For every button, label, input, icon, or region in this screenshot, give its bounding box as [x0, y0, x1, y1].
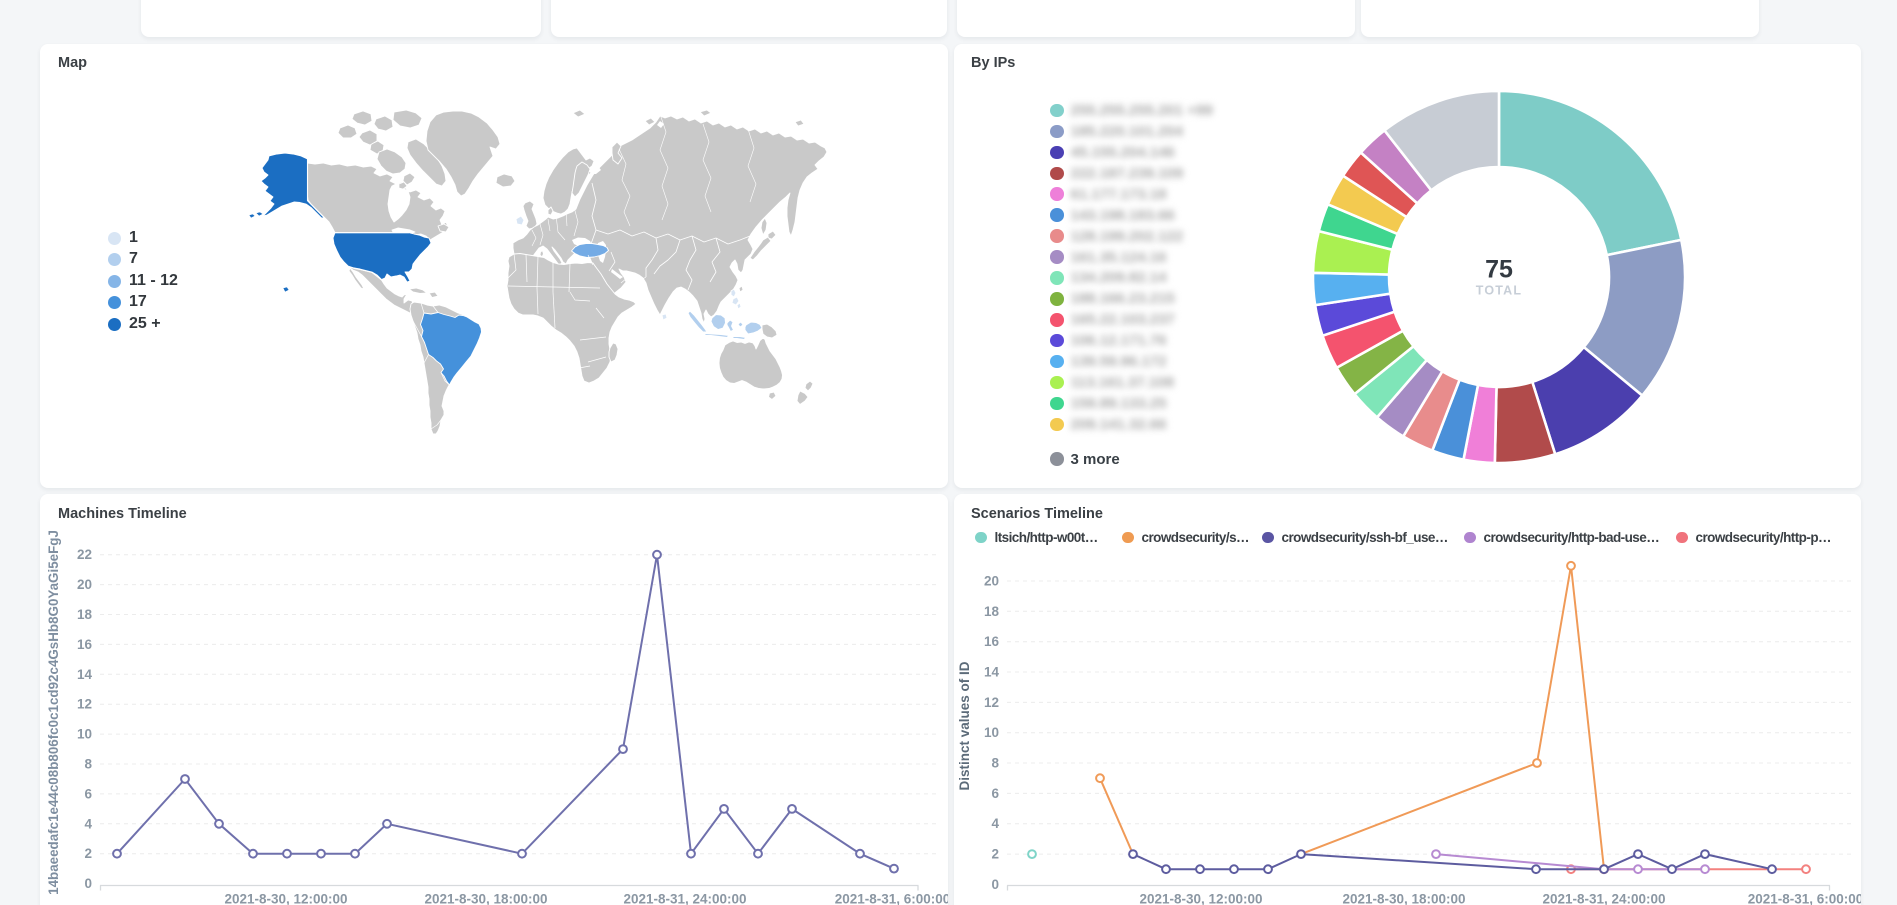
svg-text:2021-8-30, 12:00:00: 2021-8-30, 12:00:00 — [224, 892, 347, 905]
svg-text:TOTAL: TOTAL — [1476, 284, 1523, 298]
svg-text:2021-8-31, 6:00:00: 2021-8-31, 6:00:00 — [835, 892, 948, 905]
svg-text:6: 6 — [84, 786, 92, 801]
svg-text:0: 0 — [991, 877, 999, 892]
svg-text:2021-8-30, 12:00:00: 2021-8-30, 12:00:00 — [1139, 892, 1262, 905]
svg-text:14: 14 — [77, 667, 93, 682]
svg-text:18: 18 — [984, 604, 1000, 619]
svg-text:6: 6 — [991, 786, 999, 801]
svg-text:Distinct values of ID: Distinct values of ID — [957, 661, 972, 790]
svg-text:2: 2 — [84, 846, 92, 861]
svg-text:22: 22 — [77, 547, 92, 562]
svg-text:16: 16 — [77, 637, 93, 652]
svg-text:20: 20 — [77, 577, 92, 592]
svg-text:2: 2 — [991, 847, 999, 862]
svg-text:8: 8 — [84, 757, 92, 772]
svg-text:2021-8-31, 6:00:00: 2021-8-31, 6:00:00 — [1748, 892, 1861, 905]
svg-text:0: 0 — [84, 876, 92, 891]
svg-text:10: 10 — [77, 727, 92, 742]
svg-text:75: 75 — [1485, 256, 1513, 284]
svg-text:16: 16 — [984, 634, 1000, 649]
svg-text:8: 8 — [991, 756, 999, 771]
svg-text:12: 12 — [984, 695, 999, 710]
svg-text:14: 14 — [984, 665, 1000, 680]
svg-text:10: 10 — [984, 725, 999, 740]
svg-text:2021-8-30, 18:00:00: 2021-8-30, 18:00:00 — [1342, 892, 1465, 905]
svg-text:18: 18 — [77, 607, 93, 622]
svg-text:14baeedafc1e44c08b806fc0c1cd92: 14baeedafc1e44c08b806fc0c1cd92c4GsHb8G0Y… — [46, 530, 61, 895]
svg-text:4: 4 — [991, 816, 999, 831]
svg-text:2021-8-31, 24:00:00: 2021-8-31, 24:00:00 — [1542, 892, 1665, 905]
svg-text:2021-8-30, 18:00:00: 2021-8-30, 18:00:00 — [424, 892, 547, 905]
svg-text:2021-8-31, 24:00:00: 2021-8-31, 24:00:00 — [623, 892, 746, 905]
svg-text:20: 20 — [984, 574, 999, 589]
svg-text:12: 12 — [77, 697, 92, 712]
svg-text:4: 4 — [84, 816, 92, 831]
